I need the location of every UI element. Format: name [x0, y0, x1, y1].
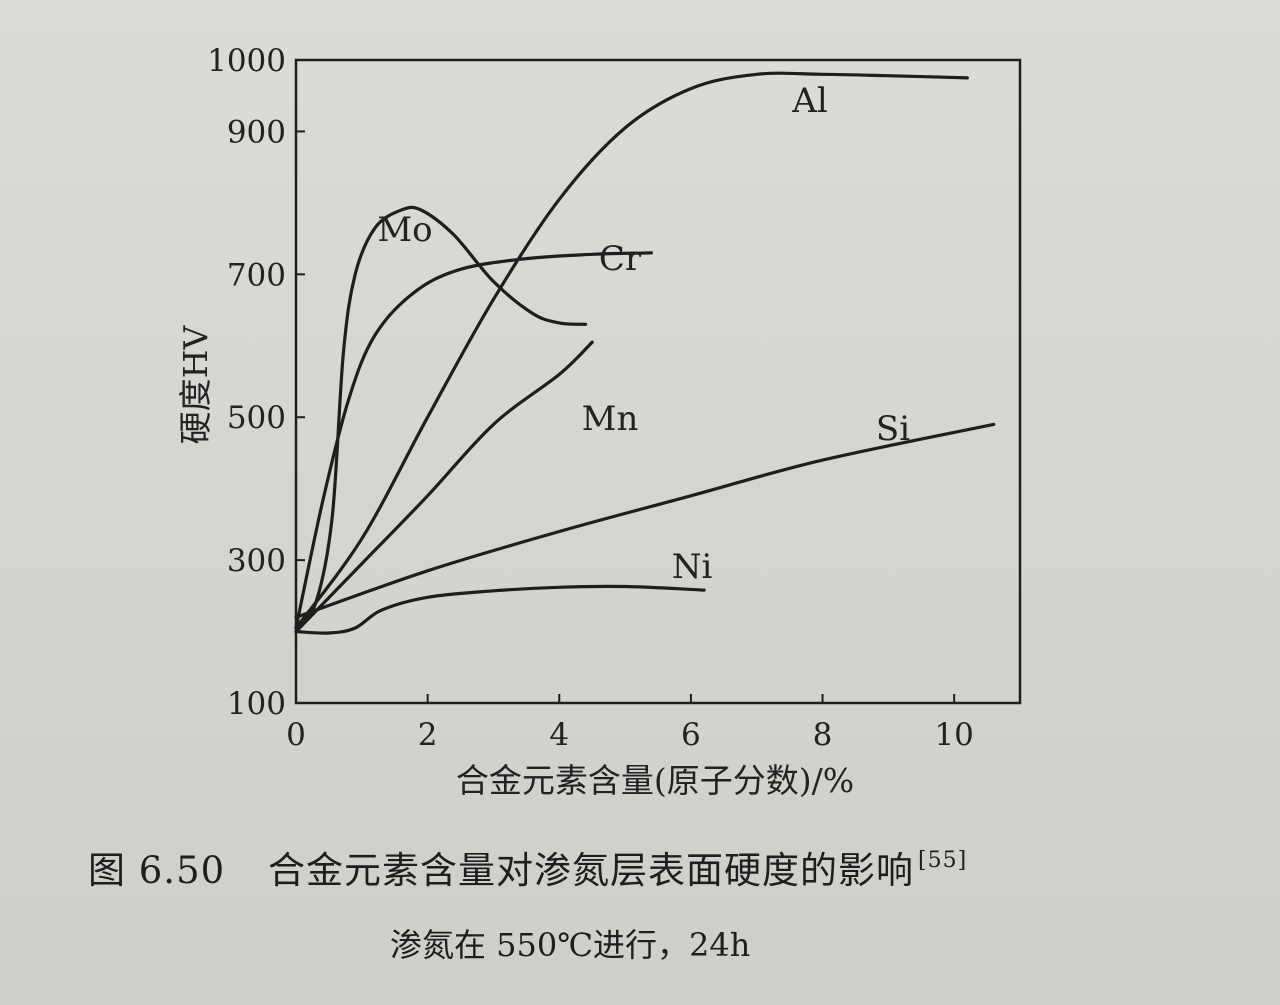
figure-caption: 图 6.50 合金元素含量对渗氮层表面硬度的影响 [55]: [0, 840, 1280, 900]
series-label-al: Al: [791, 81, 827, 121]
y-tick-label: 300: [227, 543, 286, 579]
y-tick-label: 1000: [207, 43, 286, 79]
series-label-si: Si: [876, 409, 910, 449]
y-tick-label: 700: [227, 257, 286, 293]
series-line-al: [294, 71, 969, 630]
x-tick-label: 2: [418, 717, 438, 753]
y-axis-title: 硬度HV: [176, 325, 215, 445]
y-tick-label: 900: [227, 114, 286, 150]
x-tick-label: 8: [813, 717, 833, 753]
reference-mark: [55]: [918, 848, 968, 873]
figure-title-text: 合金元素含量对渗氮层表面硬度的影响: [268, 849, 914, 892]
series-label-mn: Mn: [582, 399, 639, 439]
figure-title: 合金元素含量对渗氮层表面硬度的影响 [55]: [268, 840, 967, 894]
series-line-mo: [294, 205, 588, 630]
figure-number: 图 6.50: [88, 849, 226, 892]
plot-border: [294, 58, 1022, 705]
series-label-mo: Mo: [377, 210, 432, 250]
series-lines: [294, 71, 996, 635]
series-labels: Al Cr Mo Mn Si Ni: [377, 81, 910, 587]
x-tick-label: 0: [286, 717, 306, 753]
series-line-cr: [294, 251, 653, 630]
series-label-ni: Ni: [672, 547, 713, 587]
figure-condition: 渗氮在 550℃进行，24h: [390, 926, 751, 964]
x-tick-label: 6: [681, 717, 701, 753]
plot-frame: [294, 58, 1022, 705]
y-axis-ticks: 100 300 500 700 900 1000: [207, 43, 305, 722]
x-axis-title: 合金元素含量(原子分数)/%: [456, 761, 854, 800]
series-line-ni: [294, 584, 706, 635]
x-tick-label: 10: [934, 717, 973, 753]
x-axis-ticks: 0 2 4 6 8 10: [286, 694, 974, 753]
y-tick-label: 100: [227, 686, 286, 722]
hardness-chart: 100 300 500 700 900 1000 0 2 4 6 8 10 Al Cr Mo Mn Si Ni…: [176, 43, 1022, 800]
series-line-mn: [294, 340, 594, 634]
x-tick-label: 4: [549, 717, 569, 753]
series-label-cr: Cr: [599, 239, 642, 279]
y-tick-label: 500: [227, 400, 286, 436]
series-line-si: [294, 422, 996, 619]
